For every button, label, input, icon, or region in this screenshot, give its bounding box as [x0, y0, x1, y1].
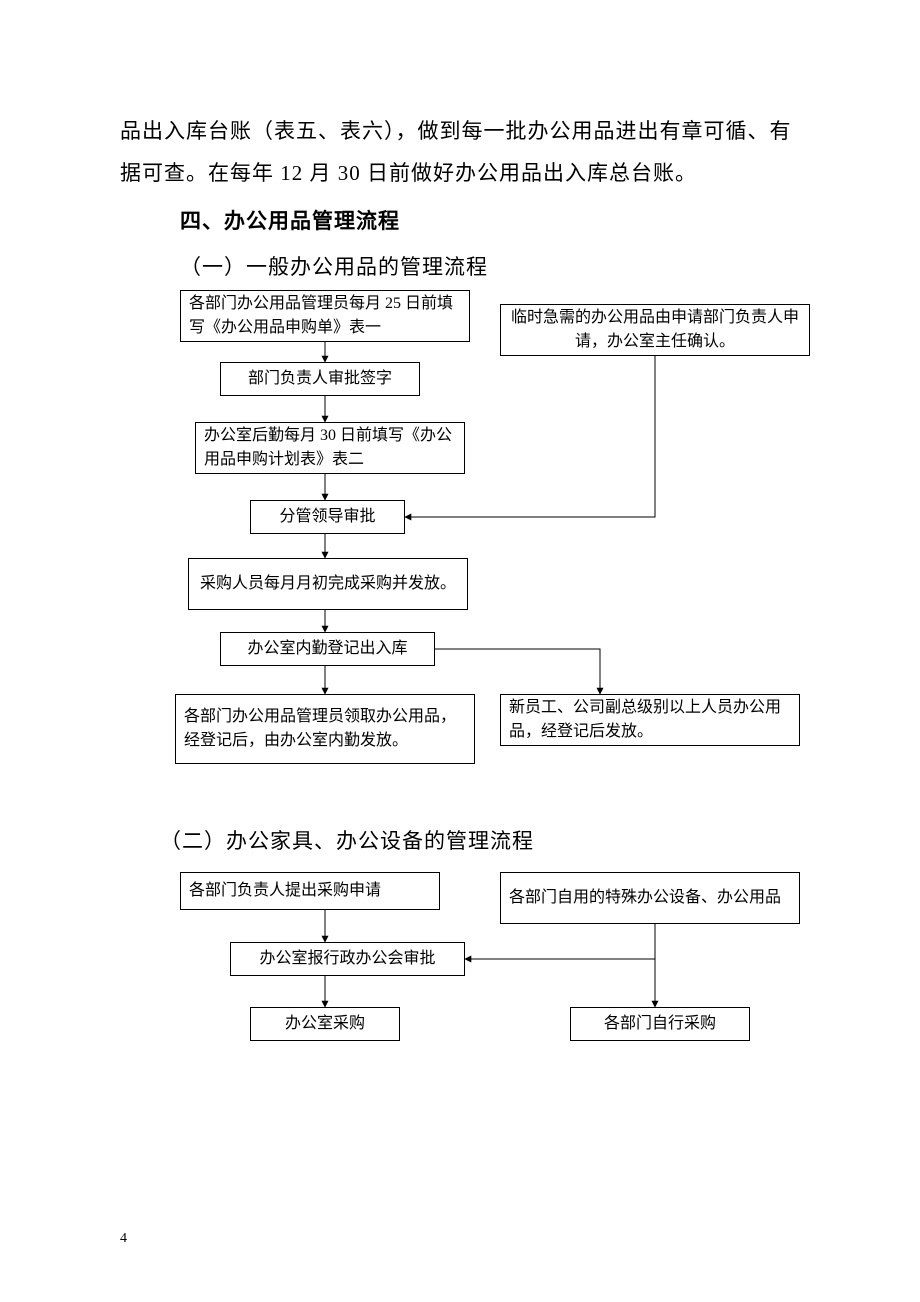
flow-edge-2	[465, 924, 655, 959]
flow-node-c1: 各部门负责人提出采购申请	[180, 872, 440, 910]
flowchart-furniture-equipment: 各部门负责人提出采购申请 各部门自用的特殊办公设备、办公用品办公室报行政办公会审批…	[120, 872, 820, 1072]
section-heading-4: 四、办公用品管理流程	[180, 200, 810, 242]
flow-node-a5: 采购人员每月月初完成采购并发放。	[188, 558, 468, 610]
flow-node-a6: 办公室内勤登记出入库	[220, 632, 435, 666]
subsection-heading-1: （一）一般办公用品的管理流程	[180, 246, 810, 288]
flow-edge-7	[435, 649, 600, 694]
flow-node-c4: 办公室采购	[250, 1007, 400, 1041]
flow-node-c3: 办公室报行政办公会审批	[230, 942, 465, 976]
page-number: 4	[120, 1231, 127, 1247]
document-page: 品出入库台账（表五、表六），做到每一批办公用品进出有章可循、有据可查。在每年 1…	[0, 0, 920, 1302]
flow-node-b1: 临时急需的办公用品由申请部门负责人申请，办公室主任确认。	[500, 304, 810, 356]
flow-node-c5: 各部门自行采购	[570, 1007, 750, 1041]
flow-node-a3: 办公室后勤每月 30 日前填写《办公用品申购计划表》表二	[195, 422, 465, 474]
paragraph-continuation: 品出入库台账（表五、表六），做到每一批办公用品进出有章可循、有据可查。在每年 1…	[120, 110, 810, 194]
subsection-heading-2: （二）办公家具、办公设备的管理流程	[160, 820, 810, 862]
flow-node-a1: 各部门办公用品管理员每月 25 日前填写《办公用品申购单》表一	[180, 290, 470, 342]
flow-node-c2: 各部门自用的特殊办公设备、办公用品	[500, 872, 800, 924]
flow-node-a4: 分管领导审批	[250, 500, 405, 534]
flow-node-a2: 部门负责人审批签字	[220, 362, 420, 396]
flowchart-general-supplies: 各部门办公用品管理员每月 25 日前填写《办公用品申购单》表一部门负责人审批签字…	[120, 290, 820, 790]
flow-node-a7: 各部门办公用品管理员领取办公用品，经登记后，由办公室内勤发放。	[175, 694, 475, 764]
flow-node-b2: 新员工、公司副总级别以上人员办公用品，经登记后发放。	[500, 694, 800, 746]
flow-edge-3	[465, 959, 655, 1007]
